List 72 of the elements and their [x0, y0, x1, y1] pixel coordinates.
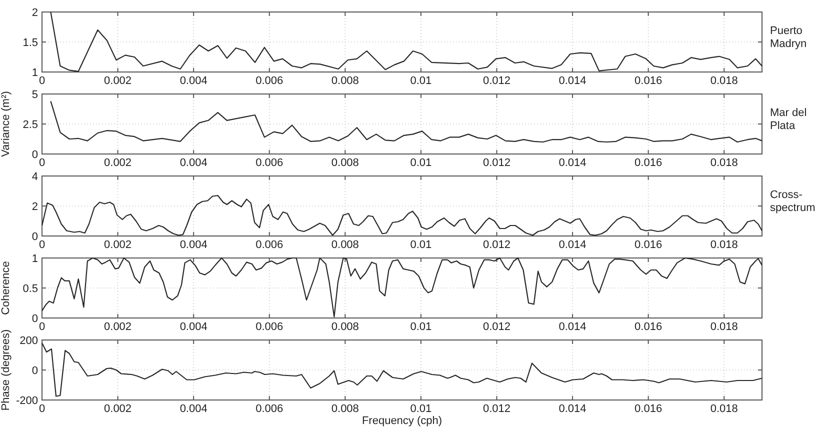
y-tick-label: -200	[16, 395, 38, 407]
x-tick-label: 0.008	[331, 239, 359, 251]
x-tick-label: 0.012	[482, 321, 511, 333]
x-tick-label: 0.01	[410, 321, 432, 333]
x-tick-label: 0.008	[331, 75, 359, 87]
y-tick-label: 1	[32, 253, 38, 265]
x-tick-label: 0.004	[180, 157, 208, 169]
x-tick-label: 0.008	[331, 321, 359, 333]
x-tick-label: 0.014	[558, 321, 586, 333]
x-tick-label: 0.006	[256, 403, 284, 415]
y-tick-label: 2.5	[22, 119, 38, 131]
y-tick-label: 5	[32, 89, 38, 101]
x-tick-label: 0.004	[180, 403, 208, 415]
y-tick-label: 200	[20, 335, 38, 347]
line-series	[41, 342, 763, 397]
y-tick-label: 0	[32, 365, 38, 377]
x-tick-label: 0.004	[180, 239, 208, 251]
x-tick-label: 0.012	[482, 75, 511, 87]
x-tick-label: 0.01	[410, 403, 432, 415]
x-axis-title: Frequency (cph)	[362, 415, 442, 427]
x-tick-label: 0.014	[558, 75, 586, 87]
y-tick-label: 1.5	[22, 37, 38, 49]
x-tick-label: 0.018	[710, 321, 738, 333]
x-tick-label: 0.014	[558, 403, 586, 415]
line-series	[50, 11, 763, 72]
y-tick-label: 2	[32, 201, 38, 213]
y-tick-label: 0	[32, 231, 38, 243]
x-tick-label: 0.018	[710, 75, 738, 87]
x-tick-label: 0.002	[104, 157, 132, 169]
y-axis-title: Coherence	[0, 261, 12, 315]
x-tick-label: 0.006	[256, 239, 284, 251]
x-tick-label: 0.014	[558, 239, 586, 251]
x-tick-label: 0.006	[256, 157, 284, 169]
y-tick-label: 2	[32, 7, 38, 19]
x-tick-label: 0.016	[634, 239, 662, 251]
x-tick-label: 0.004	[180, 75, 208, 87]
line-series	[41, 194, 763, 236]
x-tick-label: 0.002	[104, 75, 132, 87]
line-series	[50, 100, 763, 143]
x-tick-label: 0.01	[410, 75, 432, 87]
x-tick-label: 0.012	[482, 403, 511, 415]
series-label: Puerto Madryn	[770, 25, 807, 50]
x-tick-label: 0.018	[710, 403, 738, 415]
x-tick-label: 0.016	[634, 75, 662, 87]
x-tick-label: 0.016	[634, 403, 662, 415]
y-tick-label: 4	[32, 171, 38, 183]
y-tick-label: 0	[32, 313, 38, 325]
x-tick-label: 0.018	[710, 239, 738, 251]
x-tick-label: 0.012	[482, 239, 511, 251]
x-tick-label: 0.016	[634, 321, 662, 333]
x-tick-label: 0.006	[256, 321, 284, 333]
x-tick-label: 0.018	[710, 157, 738, 169]
x-tick-label: 0.008	[331, 157, 359, 169]
x-tick-label: 0.016	[634, 157, 662, 169]
y-axis-title: Phase (degrees)	[0, 329, 12, 411]
x-tick-label: 0.012	[482, 157, 511, 169]
x-tick-label: 0.002	[104, 321, 132, 333]
x-tick-label: 0.01	[410, 157, 432, 169]
y-tick-label: 0	[32, 149, 38, 161]
x-tick-label: 0.008	[331, 403, 359, 415]
x-tick-label: 0.002	[104, 239, 132, 251]
x-tick-label: 0.004	[180, 321, 208, 333]
x-tick-label: 0.014	[558, 157, 586, 169]
y-axis-title: Variance (m²)	[0, 91, 12, 157]
y-tick-label: 1	[32, 67, 38, 79]
series-label: Cross-spectrum	[770, 189, 816, 214]
x-tick-label: 0.006	[256, 75, 284, 87]
y-tick-label: 0.5	[22, 283, 38, 295]
x-tick-label: 0.002	[104, 403, 132, 415]
line-series	[41, 257, 763, 318]
series-label: Mar del Plata	[770, 107, 807, 132]
x-tick-label: 0.01	[410, 239, 432, 251]
